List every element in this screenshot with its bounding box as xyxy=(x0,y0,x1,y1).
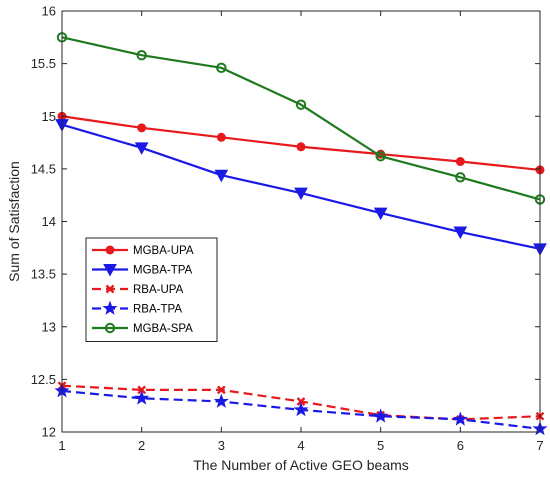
data-point xyxy=(373,408,389,423)
data-point xyxy=(137,123,147,133)
y-axis-ticks: 12 12.5 13 13.5 14 14.5 15 15.5 16 xyxy=(31,4,540,440)
data-point xyxy=(294,187,308,201)
data-point xyxy=(213,393,229,408)
data-point xyxy=(295,99,307,110)
y-tick-label: 13 xyxy=(42,319,56,334)
data-point xyxy=(296,142,306,152)
x-tick-label: 5 xyxy=(377,438,384,453)
data-point xyxy=(375,151,386,162)
x-axis-ticks: 1 2 3 4 5 6 7 xyxy=(58,11,544,453)
x-axis-title: The Number of Active GEO beams xyxy=(193,457,409,473)
legend-entry: RBA-TPA xyxy=(92,300,182,316)
legend-label: MGBA-TPA xyxy=(133,265,193,277)
data-point xyxy=(134,390,150,405)
legend-label: MGBA-UPA xyxy=(133,245,194,257)
data-point xyxy=(216,385,226,395)
data-point xyxy=(296,397,306,406)
x-tick-label: 3 xyxy=(218,438,225,453)
legend-marker xyxy=(103,264,117,277)
x-tick-label: 6 xyxy=(457,438,464,453)
data-point xyxy=(216,62,227,74)
y-tick-label: 12.5 xyxy=(31,372,56,387)
chart-marks xyxy=(54,32,548,436)
data-point xyxy=(452,411,468,426)
data-point xyxy=(453,226,468,240)
series-rba-tpa xyxy=(54,383,548,436)
x-tick-label: 7 xyxy=(536,438,543,453)
data-point xyxy=(293,402,309,417)
series-line xyxy=(61,36,541,201)
series-mgba-spa xyxy=(56,32,546,205)
legend-marker xyxy=(102,300,118,315)
y-tick-label: 15.5 xyxy=(31,56,56,71)
plot-frame xyxy=(61,10,541,433)
legend-label: MGBA-SPA xyxy=(133,323,193,335)
x-tick-label: 4 xyxy=(297,438,304,453)
data-point xyxy=(137,385,147,395)
y-tick-label: 15 xyxy=(42,109,56,124)
legend-entry: MGBA-UPA xyxy=(92,245,194,257)
y-tick-label: 14.5 xyxy=(31,161,56,176)
y-tick-label: 12 xyxy=(42,425,56,440)
legend: MGBA-UPA MGBA-TPA RBA-UPA RBA-TPA MGBA-SPA xyxy=(85,237,218,342)
legend-marker xyxy=(104,322,116,334)
series-mgba-tpa xyxy=(55,119,547,256)
legend-marker xyxy=(105,284,115,294)
data-point xyxy=(216,132,226,142)
data-point xyxy=(214,169,229,183)
data-point xyxy=(373,207,388,221)
legend-entry: MGBA-SPA xyxy=(92,322,193,335)
series-mgba-upa xyxy=(57,111,545,175)
data-point xyxy=(455,172,466,183)
data-point xyxy=(455,157,465,167)
legend-entry: RBA-UPA xyxy=(92,284,184,296)
legend-label: RBA-TPA xyxy=(133,304,182,316)
data-point xyxy=(136,50,147,61)
y-tick-label: 16 xyxy=(42,4,56,19)
x-tick-label: 1 xyxy=(58,438,65,453)
y-axis-title: Sum of Satisfaction xyxy=(6,161,22,282)
x-tick-label: 2 xyxy=(138,438,145,453)
legend-label: RBA-UPA xyxy=(133,284,184,296)
legend-entry: MGBA-TPA xyxy=(92,264,193,277)
y-tick-label: 14 xyxy=(42,214,56,229)
y-tick-label: 13.5 xyxy=(31,267,56,282)
legend-marker xyxy=(105,245,115,255)
data-point xyxy=(134,142,149,155)
